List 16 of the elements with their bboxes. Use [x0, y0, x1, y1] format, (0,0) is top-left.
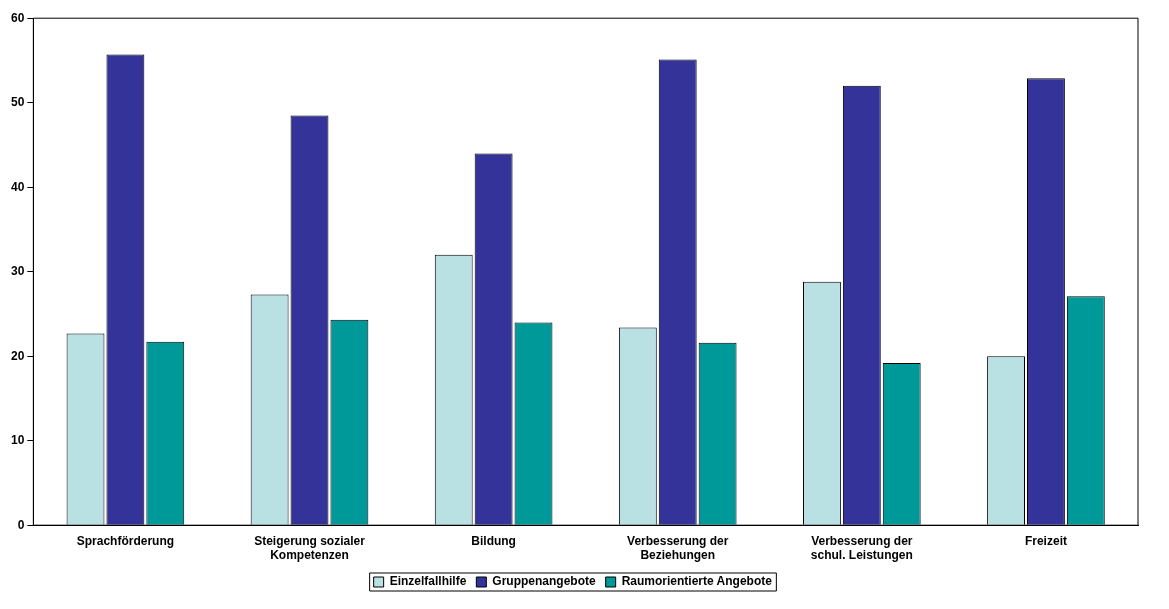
x-tick-label: Freizeit [1024, 533, 1067, 548]
legend-label: Einzelfallhilfe [389, 574, 467, 589]
legend-label: Raumorientierte Angebote [621, 574, 773, 589]
x-tick-label: Sprachförderung [76, 533, 175, 548]
y-tick-label: 60 [10, 10, 25, 25]
x-tick-label: Steigerung sozialer Kompetenzen [254, 533, 366, 563]
x-tick-label: Verbesserung der schul. Leistungen [810, 533, 913, 563]
y-tick-label: 50 [10, 95, 25, 110]
legend-label: Gruppenangebote [492, 574, 596, 589]
y-tick-label: 0 [17, 517, 25, 532]
y-tick-label: 20 [10, 348, 25, 363]
x-tick-label: Bildung [471, 533, 516, 548]
y-tick-label: 40 [10, 179, 25, 194]
y-tick-label: 10 [10, 433, 25, 448]
y-tick-label: 30 [10, 264, 25, 279]
x-tick-label: Verbesserung der Beziehungen [627, 533, 729, 563]
